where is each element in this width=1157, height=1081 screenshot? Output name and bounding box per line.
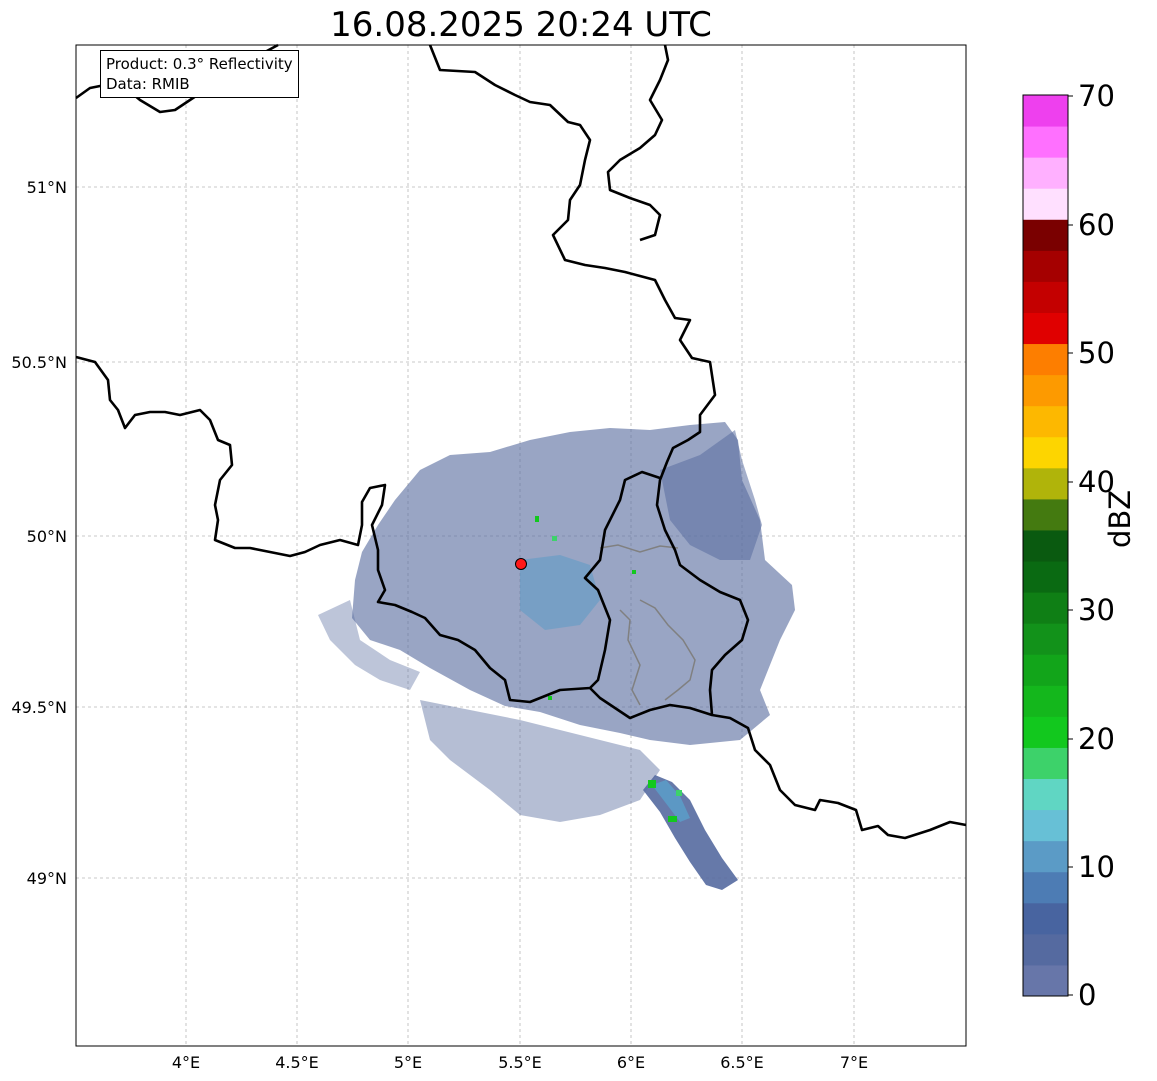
echo-cell-green (632, 570, 636, 574)
echo-cell-green (648, 780, 656, 788)
echo-light-blue-patch (520, 555, 600, 630)
product-label: Product: 0.3° Reflectivity (106, 55, 293, 73)
colorbar-tick-label: 20 (1078, 722, 1115, 756)
colorbar-segment (1023, 343, 1068, 376)
colorbar-segment (1023, 281, 1068, 313)
colorbar-tick-label: 60 (1078, 208, 1115, 242)
colorbar-segment (1023, 809, 1068, 842)
colorbar-frame (1022, 94, 1069, 997)
colorbar-segment (1023, 592, 1068, 624)
echo-cell-green (535, 516, 539, 522)
colorbar-segment (1023, 747, 1068, 780)
lat-tick-label: 50°N (27, 527, 67, 546)
lat-tick-label: 51°N (27, 178, 67, 197)
echo-east-lobe (660, 430, 762, 560)
colorbar-tick-label: 30 (1078, 593, 1115, 627)
colorbar-segment (1023, 250, 1068, 282)
product-info-box: Product: 0.3° Reflectivity Data: RMIB (100, 50, 299, 98)
echo-south-region (420, 700, 660, 822)
colorbar-segment (1023, 871, 1068, 904)
lon-tick-label: 6°E (617, 1053, 645, 1072)
data-source-label: Data: RMIB (106, 75, 190, 93)
lon-tick-label: 7°E (840, 1053, 868, 1072)
colorbar-segment (1023, 623, 1068, 655)
colorbar-segment (1023, 933, 1068, 966)
colorbar-segment (1023, 436, 1068, 469)
lon-tick-label: 4°E (172, 1053, 200, 1072)
colorbar-tick-label: 50 (1078, 336, 1115, 370)
colorbar-tick-label: 10 (1078, 850, 1115, 884)
colorbar-ticks (1068, 95, 1073, 996)
lon-tick-label: 5.5°E (498, 1053, 542, 1072)
echo-cell-green (668, 816, 677, 822)
colorbar-segment (1023, 95, 1068, 127)
colorbar-segment (1023, 654, 1068, 686)
radar-echoes (318, 422, 795, 890)
colorbar-unit-label: dBZ (1103, 489, 1137, 548)
radar-site-marker (515, 558, 527, 570)
lat-tick-label: 49.5°N (11, 698, 67, 717)
colorbar-segment (1023, 964, 1068, 997)
colorbar-segment (1023, 374, 1068, 407)
lat-tick-label: 50.5°N (11, 353, 67, 372)
colorbar-segment (1023, 312, 1068, 345)
lon-tick-label: 4.5°E (275, 1053, 319, 1072)
lon-tick-label: 5°E (394, 1053, 422, 1072)
colorbar-segment (1023, 498, 1068, 531)
colorbar-segment (1023, 467, 1068, 500)
colorbar-segment (1023, 157, 1068, 189)
echo-southeast-core (652, 780, 690, 822)
colorbar-segment (1023, 840, 1068, 873)
colorbar-segment (1023, 778, 1068, 811)
lon-tick-label: 6.5°E (720, 1053, 764, 1072)
colorbar-tick-label: 0 (1078, 978, 1097, 1012)
colorbar-segment (1023, 219, 1068, 251)
colorbar-segment (1023, 716, 1068, 748)
echo-cell-green (552, 536, 557, 541)
colorbar-segment (1023, 126, 1068, 158)
colorbar (1023, 95, 1068, 997)
colorbar-segment (1023, 561, 1068, 593)
colorbar-segment (1023, 685, 1068, 717)
colorbar-segment (1023, 188, 1068, 220)
lat-tick-label: 49°N (27, 869, 67, 888)
map-frame (75, 44, 967, 1047)
colorbar-segment (1023, 529, 1068, 562)
map-title: 16.08.2025 20:24 UTC (330, 5, 712, 45)
echo-cell-green (676, 790, 682, 796)
echo-cell-green (548, 696, 552, 700)
admin-borders (599, 544, 696, 706)
colorbar-segment (1023, 902, 1068, 935)
colorbar-tick-label: 70 (1078, 79, 1115, 113)
colorbar-tick-label: 40 (1078, 465, 1115, 499)
colorbar-segment (1023, 405, 1068, 438)
echo-west-lobe (318, 600, 420, 690)
